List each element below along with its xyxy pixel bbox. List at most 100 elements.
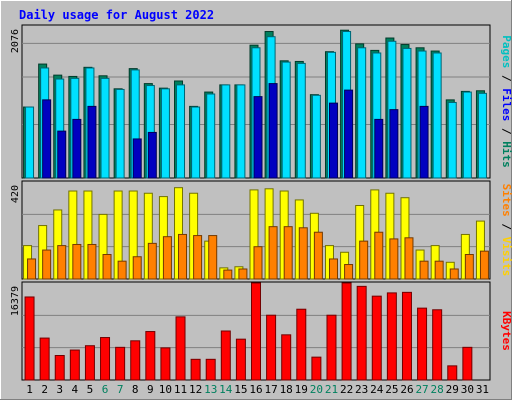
bar-kbytes-26 [401, 291, 412, 381]
bar-files-30 [462, 91, 472, 179]
bar-kbytes-25 [386, 292, 397, 381]
bar-sites-4 [72, 243, 82, 280]
bar-sites-31 [479, 250, 489, 280]
bar-sites-30 [464, 254, 474, 280]
bar-sites-11 [178, 233, 188, 280]
bar-files-23 [357, 47, 367, 179]
bar-sites-23 [359, 240, 369, 280]
bar-sites-14 [223, 269, 233, 280]
bar-kbytes-17 [266, 314, 277, 381]
bar-sites-26 [404, 237, 414, 280]
x-tick-label-26: 26 [400, 383, 413, 396]
bar-sites-15 [238, 268, 248, 280]
bar-kbytes-14 [220, 330, 231, 381]
bar-kbytes-16 [251, 282, 261, 381]
bar-sites-6 [102, 254, 112, 280]
bar-files-29 [447, 101, 457, 179]
bar-pages-16 [253, 96, 263, 179]
bar-kbytes-20 [311, 356, 322, 381]
bar-kbytes-4 [69, 349, 80, 381]
bar-pages-4 [72, 118, 82, 179]
legend-separator: / [500, 68, 512, 88]
y-tick-label-hits: 2076 [10, 29, 21, 53]
bar-kbytes-3 [54, 355, 65, 381]
panel-hits: 2076 Pages / Files / Hits [10, 24, 512, 179]
bar-files-31 [477, 92, 487, 179]
x-tick-label-17: 17 [264, 383, 277, 396]
x-tick-label-19: 19 [295, 383, 308, 396]
x-tick-label-24: 24 [370, 383, 384, 396]
bar-files-12 [191, 106, 201, 179]
bar-sites-12 [193, 235, 203, 280]
y-tick-label-kbytes: 16379 [10, 286, 21, 316]
bar-files-11 [176, 84, 186, 179]
x-tick-label-14: 14 [219, 383, 233, 396]
bar-sites-24 [374, 231, 384, 280]
bar-sites-17 [268, 226, 278, 280]
panel-visits: 420 Sites / Visits [10, 180, 512, 280]
bar-pages-24 [374, 118, 384, 179]
bar-kbytes-29 [447, 365, 458, 381]
x-tick-label-22: 22 [340, 383, 353, 396]
bar-kbytes-10 [160, 347, 171, 381]
x-tick-label-27: 27 [415, 383, 428, 396]
x-tick-label-20: 20 [310, 383, 323, 396]
bar-files-10 [160, 88, 170, 179]
legend-item-files: Files [500, 88, 512, 121]
x-tick-label-7: 7 [117, 383, 124, 396]
x-tick-label-12: 12 [189, 383, 202, 396]
bar-files-28 [432, 52, 442, 179]
legend-item-visits: Visits [500, 237, 512, 277]
bar-kbytes-22 [341, 282, 352, 381]
bar-files-6 [100, 77, 110, 179]
bar-kbytes-2 [39, 337, 50, 381]
bar-pages-3 [57, 130, 67, 179]
bar-files-19 [296, 62, 306, 179]
bar-files-1 [25, 106, 35, 179]
bar-kbytes-19 [296, 308, 307, 381]
bar-sites-10 [162, 236, 172, 280]
legend-hits: Pages / Files / Hits [500, 35, 512, 168]
bar-kbytes-21 [326, 314, 337, 381]
chart-panels: 2076 Pages / Files / Hits 420 Sites / Visit… [10, 24, 512, 381]
legend-separator: / [500, 121, 512, 141]
x-tick-label-4: 4 [72, 383, 79, 396]
bar-kbytes-11 [175, 316, 186, 381]
bar-kbytes-7 [115, 346, 126, 381]
bar-pages-27 [419, 105, 429, 179]
bar-sites-5 [87, 243, 97, 280]
bar-kbytes-13 [205, 358, 216, 381]
bar-pages-9 [147, 131, 157, 179]
x-tick-label-16: 16 [249, 383, 262, 396]
panel-kbytes: 16379 KBytes [10, 281, 512, 381]
legend-item-pages: Pages [500, 35, 512, 68]
bar-files-7 [115, 88, 125, 179]
bar-kbytes-30 [462, 346, 473, 381]
bar-pages-17 [268, 83, 278, 179]
bar-kbytes-6 [100, 337, 111, 381]
legend-kbytes: KBytes [500, 311, 512, 351]
bar-pages-21 [328, 102, 338, 179]
bar-kbytes-23 [356, 285, 367, 381]
x-tick-label-1: 1 [26, 383, 33, 396]
x-tick-label-11: 11 [174, 383, 187, 396]
bar-sites-8 [132, 256, 142, 280]
bar-kbytes-24 [371, 295, 382, 381]
bar-files-26 [402, 47, 412, 179]
x-tick-label-6: 6 [102, 383, 109, 396]
bar-pages-5 [87, 105, 97, 179]
bar-files-20 [311, 94, 321, 179]
x-tick-label-28: 28 [431, 383, 444, 396]
x-tick-label-10: 10 [159, 383, 172, 396]
x-tick-label-18: 18 [280, 383, 293, 396]
bar-kbytes-28 [432, 309, 443, 381]
x-tick-label-31: 31 [476, 383, 489, 396]
x-tick-label-23: 23 [355, 383, 368, 396]
bar-sites-22 [344, 264, 354, 280]
bar-sites-19 [298, 227, 308, 280]
bar-kbytes-12 [190, 358, 201, 381]
legend-item-hits: Hits [500, 141, 512, 168]
bar-kbytes-9 [145, 331, 156, 381]
